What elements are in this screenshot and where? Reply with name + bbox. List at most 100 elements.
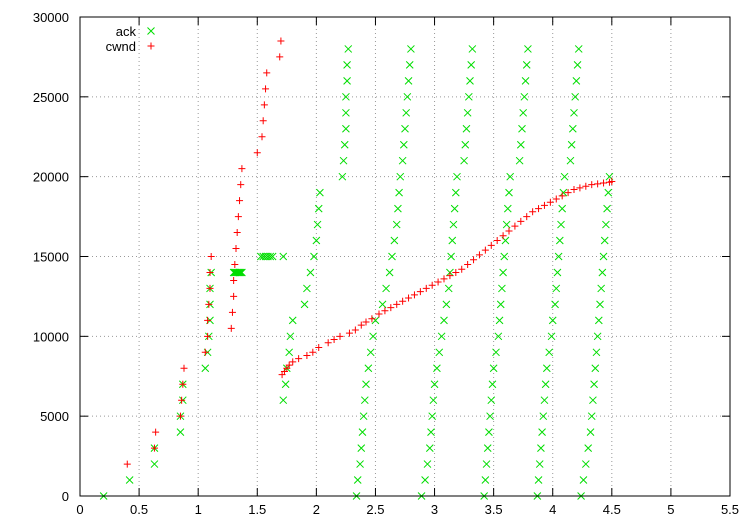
ack-point: [488, 380, 497, 389]
cwnd-point: [493, 237, 501, 245]
ack-point: [498, 284, 506, 293]
cwnd-point: [558, 192, 566, 200]
cwnd-point: [206, 284, 214, 292]
ack-point: [369, 332, 377, 341]
cwnd-point: [470, 256, 478, 264]
ack-point: [357, 444, 366, 452]
cwnd-point: [258, 133, 266, 141]
legend-marker-ack-symbol: [147, 27, 155, 35]
cwnd-point: [233, 229, 241, 237]
ack-point: [468, 45, 477, 53]
ack-point: [466, 77, 474, 85]
ack-point: [596, 300, 604, 309]
cwnd-point: [234, 213, 242, 221]
cwnd-point: [315, 344, 323, 352]
cwnd-point: [260, 101, 268, 109]
ack-point: [603, 204, 611, 213]
x-tick-label: 3.5: [485, 502, 503, 517]
ack-point: [300, 300, 309, 309]
ack-point: [285, 348, 294, 357]
cwnd-point: [387, 304, 395, 312]
ack-point: [359, 412, 368, 421]
ack-point: [150, 460, 159, 468]
ack-point: [268, 252, 277, 261]
ack-point: [396, 172, 405, 181]
ack-point: [464, 92, 473, 101]
cwnd-point: [600, 179, 608, 187]
ack-point: [485, 428, 493, 436]
cwnd-point: [546, 198, 554, 206]
cwnd-point: [207, 253, 215, 260]
y-tick-label: 20000: [33, 170, 69, 185]
ack-point: [592, 348, 601, 357]
x-tick-label: 4.5: [603, 502, 621, 517]
cwnd-point: [399, 297, 407, 305]
cwnd-point: [535, 205, 543, 213]
ack-point: [444, 284, 453, 293]
cwnd-point: [458, 265, 466, 273]
x-tick-label: 3: [431, 502, 438, 517]
ack-point: [423, 460, 432, 468]
ack-point: [594, 316, 603, 325]
ack-point: [584, 444, 593, 452]
cwnd-point: [330, 336, 338, 344]
ack-point: [238, 268, 246, 277]
ack-point: [505, 188, 513, 197]
ack-point: [461, 140, 470, 149]
cwnd-point: [428, 281, 436, 289]
ack-point: [518, 124, 526, 133]
cwnd-point: [529, 208, 537, 216]
ack-point: [489, 364, 498, 373]
ack-point: [460, 156, 468, 165]
ack-point: [557, 220, 565, 229]
ack-point: [586, 428, 595, 436]
ack-point: [388, 252, 396, 261]
ack-point: [499, 268, 507, 277]
y-tick-label: 10000: [33, 329, 69, 344]
cwnd-point: [289, 358, 297, 366]
cwnd-point: [505, 227, 513, 235]
ack-point: [404, 77, 413, 85]
ack-point: [437, 332, 446, 341]
cwnd-point: [228, 308, 236, 316]
ack-point: [342, 92, 350, 101]
ack-point: [371, 316, 380, 325]
ack-point: [306, 268, 315, 277]
cwnd-point: [576, 184, 584, 192]
cwnd-point: [204, 332, 212, 340]
ack-point: [555, 236, 564, 245]
ack-point: [448, 236, 457, 245]
ack-point: [467, 61, 476, 69]
ack-point: [506, 172, 515, 181]
ack-point: [548, 316, 557, 325]
legend: ack cwnd: [106, 24, 155, 54]
ack-point: [500, 252, 509, 261]
cwnd-point: [362, 318, 370, 326]
x-tick-label: 1: [195, 502, 202, 517]
cwnd-point: [416, 288, 424, 296]
ack-point: [572, 77, 581, 85]
cwnd-point: [204, 316, 212, 324]
cwnd-point: [345, 329, 353, 337]
plot-border: [79, 16, 731, 497]
cwnd-point: [152, 428, 160, 436]
ack-point: [598, 268, 607, 277]
ack-point: [524, 45, 532, 53]
ack-point: [496, 300, 505, 309]
ack-point: [343, 61, 351, 69]
ack-point: [495, 316, 504, 325]
cwnd-point: [237, 181, 245, 189]
ack-point: [429, 396, 438, 405]
cwnd-point: [262, 85, 270, 93]
cwnd-point: [564, 189, 572, 197]
y-tick-label: 30000: [33, 10, 69, 25]
ack-point: [519, 108, 528, 117]
ack-point: [547, 332, 556, 341]
ack-point: [551, 300, 559, 309]
series-cwnd: [123, 37, 616, 468]
cwnd-point: [231, 260, 239, 268]
cwnd-point: [285, 361, 293, 369]
ack-point: [449, 220, 458, 229]
cwnd-point: [276, 53, 284, 61]
